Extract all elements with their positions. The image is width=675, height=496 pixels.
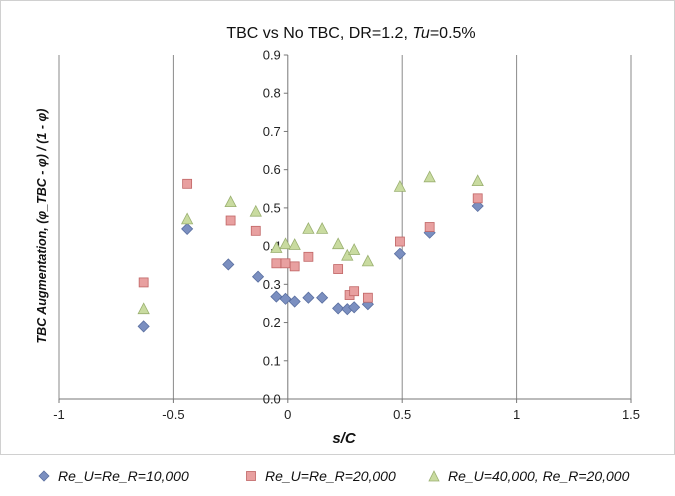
data-point-square xyxy=(303,251,314,262)
data-point-diamond xyxy=(279,292,292,305)
scatter-chart: TBC vs No TBC, DR=1.2, Tu=0.5% 0.0 0.1 0.2… xyxy=(35,25,640,447)
y-tick-label: 0.9 xyxy=(263,48,281,63)
chart-title: TBC vs No TBC, DR=1.2, Tu=0.5% xyxy=(226,25,475,42)
legend-item-re20000: Re_U=Re_R=20,000 xyxy=(245,468,396,484)
data-point-diamond xyxy=(270,290,283,303)
data-point-triangle xyxy=(393,180,407,192)
data-point-diamond xyxy=(251,270,265,283)
data-point-square xyxy=(138,277,149,288)
data-point-triangle xyxy=(288,238,301,250)
data-point-diamond xyxy=(137,320,150,333)
data-point-diamond xyxy=(181,222,194,235)
data-point-triangle xyxy=(180,212,194,225)
legend: Re_U=Re_R=10,000 Re_U=Re_R=20,000 Re_U=4… xyxy=(0,458,675,494)
data-point-square xyxy=(289,261,300,272)
y-tick-label: 0.5 xyxy=(263,200,281,215)
data-point-triangle xyxy=(137,302,150,315)
data-point-diamond xyxy=(316,291,329,304)
data-point-square xyxy=(280,258,291,269)
data-point-square xyxy=(182,178,193,189)
data-point-triangle xyxy=(302,222,315,234)
data-point-triangle xyxy=(270,241,283,253)
legend-label: Re_U=Re_R=20,000 xyxy=(265,468,396,484)
data-point-square xyxy=(250,225,261,236)
legend-item-re40000: Re_U=40,000, Re_R=20,000 xyxy=(428,468,629,484)
y-tick-label: 0.0 xyxy=(263,392,281,407)
legend-label: Re_U=40,000, Re_R=20,000 xyxy=(448,468,630,484)
data-point-diamond xyxy=(302,291,315,304)
data-point-triangle xyxy=(279,237,292,250)
data-point-triangle xyxy=(471,174,484,187)
y-tick-label: 0.8 xyxy=(263,86,281,101)
chart-frame: TBC vs No TBC, DR=1.2, Tu=0.5% 0.0 0.1 0.2… xyxy=(0,0,675,455)
y-tick-label: 0.6 xyxy=(263,162,281,177)
data-point-triangle xyxy=(341,248,354,261)
legend-item-re10000: Re_U=Re_R=10,000 xyxy=(38,468,189,484)
grid-layer xyxy=(58,55,632,399)
y-axis-label: TBC Augmentation, (φ_TBC - φ) / (1 - φ) xyxy=(35,109,49,344)
diamond-marker-icon xyxy=(38,470,50,482)
axis-layer xyxy=(58,54,632,403)
data-points xyxy=(137,170,484,333)
x-tick-label: -0.5 xyxy=(162,407,184,422)
data-point-diamond xyxy=(393,247,406,260)
data-point-triangle xyxy=(361,254,375,267)
data-point-square xyxy=(271,258,282,269)
tick-labels: 0.00.10.20.30.40.50.60.70.80.9-1 -0.5 0 0.5… xyxy=(53,48,640,423)
data-point-triangle xyxy=(224,195,237,208)
data-point-square xyxy=(349,286,360,297)
x-tick-label: -1 xyxy=(53,407,65,422)
data-point-square xyxy=(362,292,373,303)
y-tick-label: 0.2 xyxy=(263,315,281,330)
legend-label: Re_U=Re_R=10,000 xyxy=(58,468,189,484)
data-point-square xyxy=(225,215,236,226)
x-axis-label: s/C xyxy=(332,430,357,447)
x-tick-label: 1 xyxy=(513,407,520,422)
y-tick-label: 0.7 xyxy=(263,124,281,139)
data-point-diamond xyxy=(222,258,235,271)
data-point-triangle xyxy=(315,222,329,234)
data-point-square xyxy=(333,264,344,274)
x-tick-label: 0 xyxy=(284,407,291,422)
data-point-triangle xyxy=(423,170,436,183)
data-point-square xyxy=(424,222,435,232)
data-point-triangle xyxy=(347,243,361,255)
x-tick-label: 1.5 xyxy=(622,407,640,422)
data-point-diamond xyxy=(288,295,301,308)
x-tick-label: 0.5 xyxy=(393,407,411,422)
data-point-triangle xyxy=(249,204,262,217)
data-point-triangle xyxy=(331,237,345,250)
data-point-square xyxy=(472,193,483,204)
triangle-marker-icon xyxy=(428,470,440,482)
data-point-diamond xyxy=(348,301,361,314)
y-tick-label: 0.3 xyxy=(263,277,281,292)
data-point-square xyxy=(395,236,405,247)
square-marker-icon xyxy=(246,471,256,481)
y-tick-label: 0.1 xyxy=(263,353,281,368)
data-point-diamond xyxy=(332,302,345,315)
